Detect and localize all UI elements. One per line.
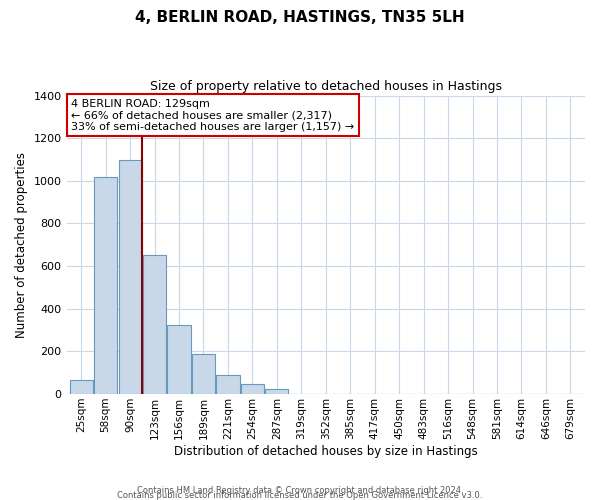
Bar xyxy=(119,160,142,394)
Text: 4, BERLIN ROAD, HASTINGS, TN35 5LH: 4, BERLIN ROAD, HASTINGS, TN35 5LH xyxy=(135,10,465,25)
Bar xyxy=(70,380,93,394)
Title: Size of property relative to detached houses in Hastings: Size of property relative to detached ho… xyxy=(150,80,502,93)
Bar xyxy=(217,375,239,394)
Text: Contains HM Land Registry data © Crown copyright and database right 2024.: Contains HM Land Registry data © Crown c… xyxy=(137,486,463,495)
X-axis label: Distribution of detached houses by size in Hastings: Distribution of detached houses by size … xyxy=(174,444,478,458)
Bar xyxy=(241,384,264,394)
Y-axis label: Number of detached properties: Number of detached properties xyxy=(15,152,28,338)
Text: 4 BERLIN ROAD: 129sqm
← 66% of detached houses are smaller (2,317)
33% of semi-d: 4 BERLIN ROAD: 129sqm ← 66% of detached … xyxy=(71,99,355,132)
Bar xyxy=(143,256,166,394)
Bar xyxy=(167,325,191,394)
Bar xyxy=(192,354,215,394)
Bar xyxy=(265,388,289,394)
Text: Contains public sector information licensed under the Open Government Licence v3: Contains public sector information licen… xyxy=(118,491,482,500)
Bar xyxy=(94,176,117,394)
